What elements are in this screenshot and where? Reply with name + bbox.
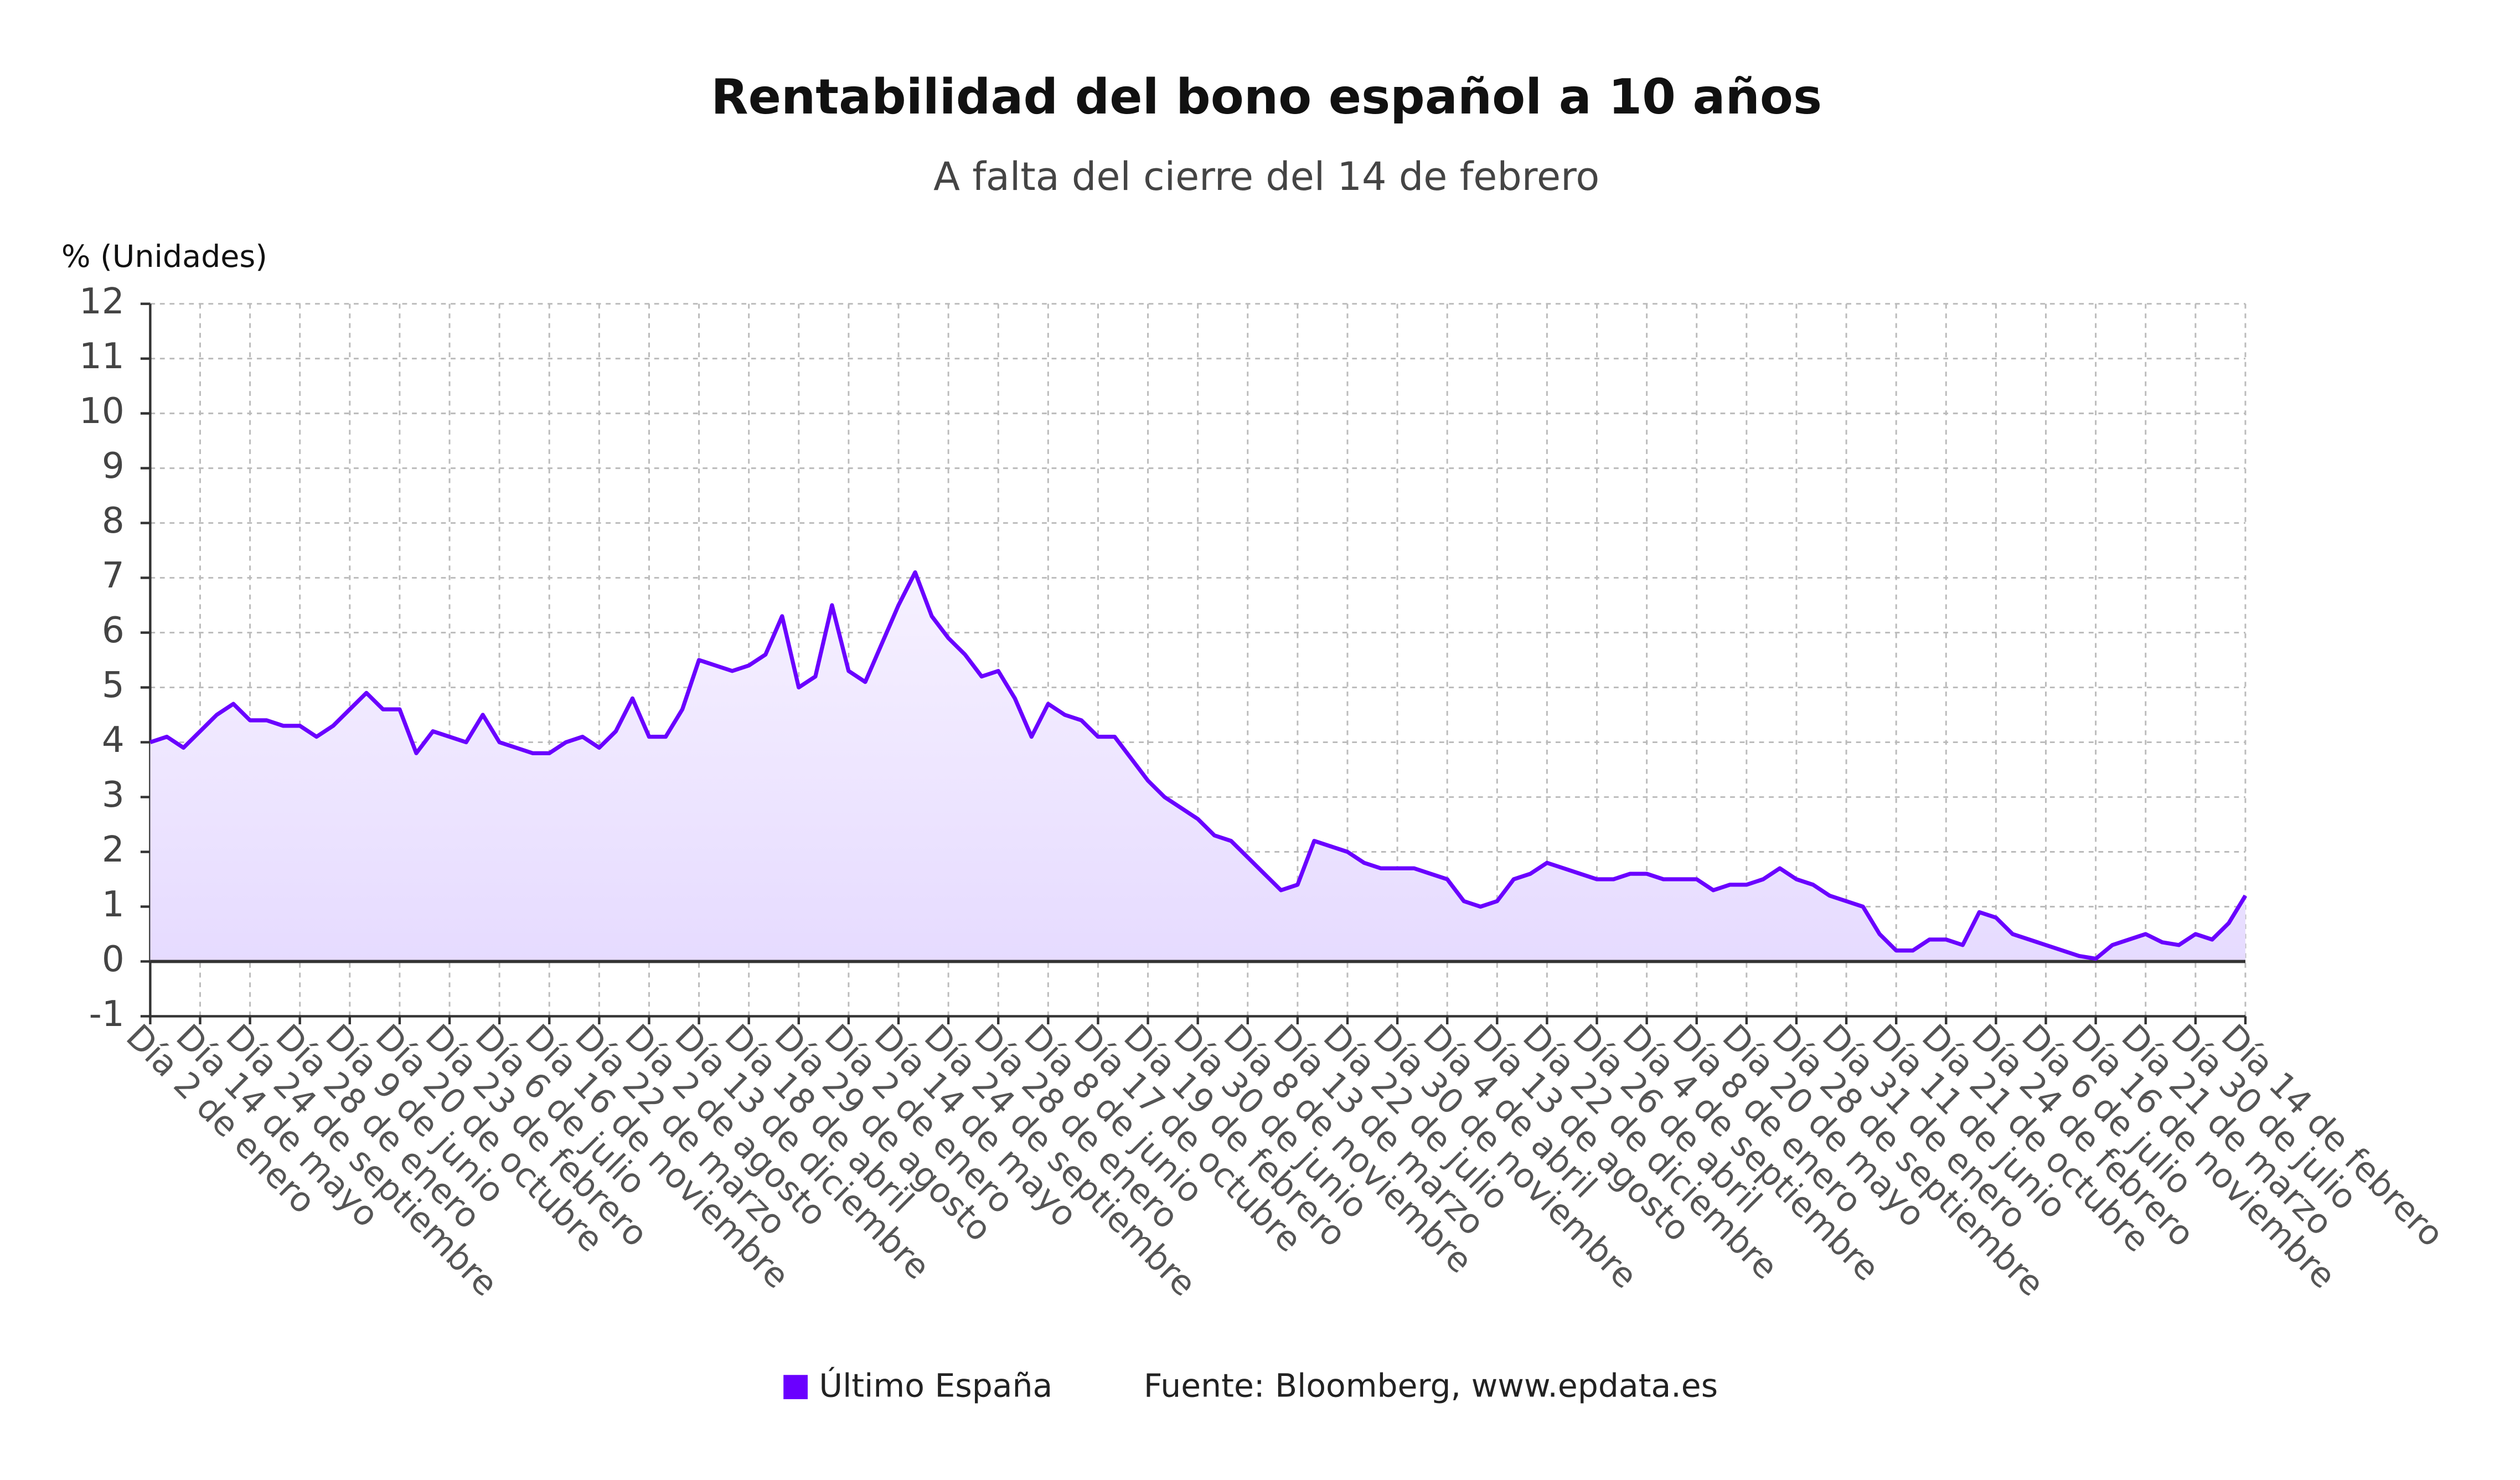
y-tick-label: 11 — [79, 336, 125, 377]
y-tick-label: -1 — [89, 993, 125, 1035]
y-tick-label: 5 — [102, 664, 125, 706]
area — [150, 572, 2245, 962]
y-tick-label: 12 — [79, 281, 125, 322]
chart-subtitle: A falta del cierre del 14 de febrero — [933, 154, 1599, 199]
y-tick-label: 1 — [102, 884, 125, 925]
y-tick-label: 6 — [102, 610, 125, 651]
line — [149, 570, 2248, 961]
legend-label: Último España — [819, 1366, 1052, 1405]
y-axis-label: % (Unidades) — [61, 239, 267, 275]
source-note: Fuente: Bloomberg, www.epdata.es — [1144, 1367, 1718, 1405]
y-tick-label: 4 — [102, 719, 125, 761]
y-tick-label: 2 — [102, 829, 125, 870]
y-tick-label: 8 — [102, 500, 125, 542]
y-tick-label: 0 — [102, 938, 125, 980]
y-tick-label: 7 — [102, 555, 125, 596]
y-tick-label: 9 — [102, 445, 125, 487]
legend-swatch — [783, 1375, 808, 1400]
y-tick-label: 3 — [102, 774, 125, 816]
chart-title: Rentabilidad del bono español a 10 años — [711, 69, 1822, 125]
y-tick-label: 10 — [79, 390, 125, 432]
